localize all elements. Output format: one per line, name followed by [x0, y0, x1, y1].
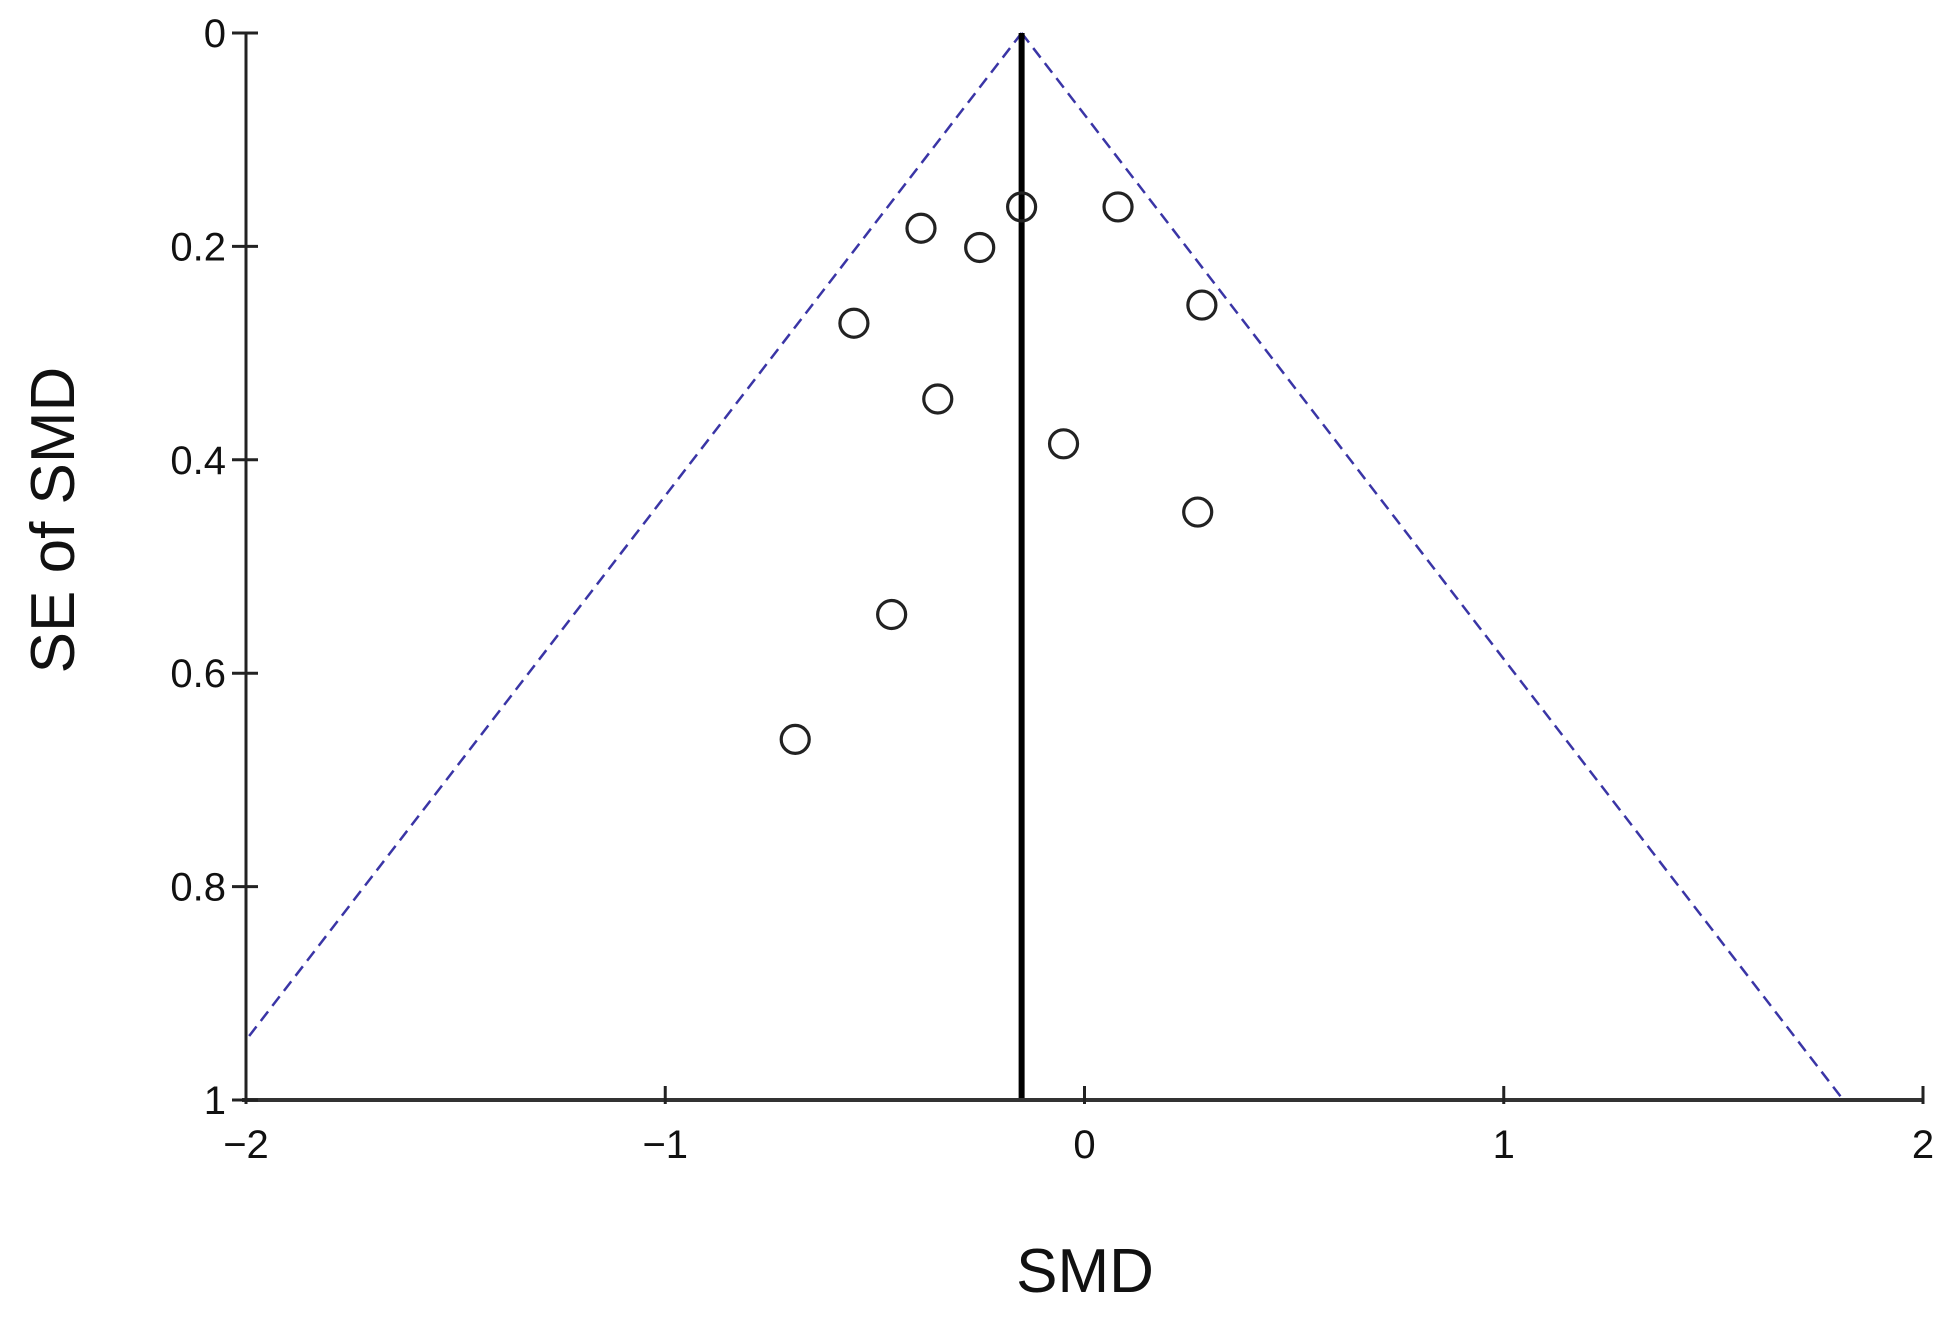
x-tick-label: 0: [1073, 1123, 1095, 1167]
study-point: [838, 307, 870, 339]
study-point: [1006, 191, 1038, 223]
y-tick-label: 0.2: [170, 225, 226, 269]
y-axis-title: SE of SMD: [19, 367, 88, 674]
study-point: [779, 723, 811, 755]
funnel-right-line: [1020, 32, 1845, 1100]
study-point: [1047, 428, 1080, 460]
study-point: [1186, 289, 1218, 321]
study-point: [905, 212, 937, 244]
y-tick-label: 0.6: [170, 652, 226, 696]
x-tick-label: 2: [1912, 1123, 1934, 1167]
study-point: [876, 598, 908, 631]
x-tick-label: −1: [642, 1123, 688, 1167]
study-point: [922, 383, 954, 415]
y-tick-label: 0.4: [170, 439, 226, 483]
x-axis-title: SMD: [1016, 1237, 1154, 1306]
y-tick-label: 0: [204, 12, 226, 56]
study-point: [1102, 191, 1134, 223]
x-tick-label: −2: [223, 1123, 269, 1167]
y-tick-label: 0.8: [170, 866, 226, 910]
y-tick-label: 1: [204, 1079, 226, 1123]
study-point: [1182, 496, 1214, 528]
study-point: [964, 231, 996, 264]
x-tick-label: 1: [1493, 1123, 1515, 1167]
funnel-left-line: [246, 32, 1023, 1043]
plot-area: 00.20.40.60.81−2 −1 0 1 2: [170, 12, 1934, 1167]
